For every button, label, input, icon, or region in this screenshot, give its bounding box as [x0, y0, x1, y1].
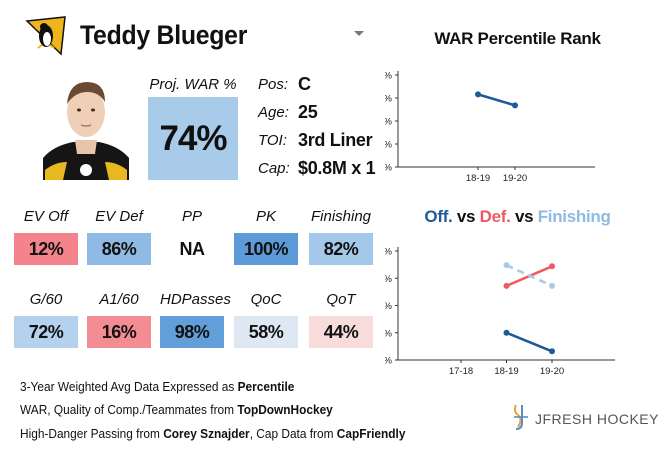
pos-value: C	[298, 74, 311, 94]
cap-label: Cap:	[258, 160, 290, 177]
chart-title-war: WAR Percentile Rank	[434, 29, 601, 48]
jfresh-logo-icon	[513, 404, 528, 430]
stat-label-ev-off: EV Off	[23, 208, 69, 225]
y-tick-label: 25%	[385, 328, 393, 339]
stat-label-pk: PK	[255, 208, 276, 225]
y-tick-label: 50%	[385, 117, 393, 128]
stat-value-pp: NA	[160, 233, 224, 265]
age-label: Age:	[258, 104, 289, 121]
off-def-fin-chart: 0% 25% 50% 75% 100% 17-18 18-19 19-20	[385, 247, 615, 377]
y-tick-label: 0%	[385, 163, 393, 174]
player-photo	[43, 70, 129, 180]
proj-war-label: Proj. WAR %	[149, 76, 237, 93]
stat-label-ev-def: EV Def	[95, 208, 143, 225]
war-percentile-chart: 0% 25% 50% 75% 100% 18-19 19-20	[385, 71, 595, 184]
age-value: 25	[298, 102, 318, 122]
data-point	[503, 282, 510, 289]
stat-value-qot: 44%	[309, 316, 373, 348]
footer-bold: Percentile	[237, 380, 295, 394]
footer-line-1: 3-Year Weighted Avg Data Expressed as Pe…	[20, 380, 294, 394]
y-tick-label: 50%	[385, 301, 393, 312]
x-tick-label: 19-20	[503, 173, 527, 184]
y-tick-label: 25%	[385, 140, 393, 151]
stat-label-a160: A1/60	[99, 291, 139, 308]
series-line	[477, 93, 516, 107]
pos-label: Pos:	[258, 76, 289, 93]
data-point	[503, 262, 510, 269]
footer-line-3: High-Danger Passing from Corey Sznajder,…	[20, 427, 405, 441]
stat-value-hdpasses: 98%	[160, 316, 224, 348]
footer-text: 3-Year Weighted Avg Data Expressed as	[20, 380, 238, 394]
title-part-def: Def.	[479, 207, 511, 226]
title-part-off: Off.	[424, 207, 453, 226]
toi-label: TOI:	[258, 132, 287, 149]
chart-title-off-def-fin: Off. vs Def. vs Finishing	[395, 207, 640, 227]
stat-label-qot: QoT	[326, 291, 356, 308]
x-tick-label: 18-19	[466, 173, 490, 184]
proj-war-value: 74%	[148, 97, 238, 180]
stat-label-pp: PP	[181, 208, 202, 225]
data-point	[512, 102, 518, 109]
cap-value: $0.8M x 1	[298, 158, 376, 178]
footer-bold: Corey Sznajder	[163, 427, 250, 441]
x-tick-label: 18-19	[494, 366, 518, 377]
series-line	[505, 263, 553, 288]
x-tick-label: 17-18	[449, 366, 473, 377]
x-tick-label: 19-20	[540, 366, 564, 377]
data-point	[475, 91, 481, 98]
penguin-logo-icon	[25, 16, 66, 56]
stat-label-hdpasses: HDPasses	[160, 291, 231, 308]
stat-value-ev-off: 12%	[14, 233, 78, 265]
toi-value: 3rd Liner	[298, 130, 373, 150]
y-tick-label: 75%	[385, 274, 393, 285]
chevron-down-icon[interactable]	[354, 31, 364, 36]
stat-value-pk: 100%	[234, 233, 298, 265]
data-point	[549, 282, 555, 289]
player-name: Teddy Blueger	[80, 20, 248, 50]
footer-text: High-Danger Passing from	[20, 427, 164, 441]
brand-name: JFRESH HOCKEY	[535, 411, 659, 427]
data-point	[549, 348, 555, 355]
footer-bold: CapFriendly	[336, 427, 406, 441]
stat-label-qoc: QoC	[250, 291, 282, 308]
footer-text: , Cap Data from	[249, 427, 337, 441]
series-line	[506, 331, 553, 353]
stat-value-qoc: 58%	[234, 316, 298, 348]
y-tick-label: 75%	[385, 94, 393, 105]
stat-value-ev-def: 86%	[87, 233, 151, 265]
title-part-vs: vs	[452, 207, 480, 226]
stat-value-a160: 16%	[87, 316, 151, 348]
stat-label-g60: G/60	[29, 291, 63, 308]
y-tick-label: 100%	[385, 71, 393, 82]
title-part-vs: vs	[510, 207, 538, 226]
y-tick-label: 0%	[385, 356, 393, 367]
footer-bold: TopDownHockey	[237, 403, 333, 417]
stat-value-finishing: 82%	[309, 233, 373, 265]
title-part-fin: Finishing	[537, 207, 611, 226]
footer-text: WAR, Quality of Comp./Teammates from	[20, 403, 238, 417]
data-point	[503, 329, 510, 336]
footer-line-2: WAR, Quality of Comp./Teammates from Top…	[20, 403, 333, 417]
data-point	[549, 263, 555, 270]
y-tick-label: 100%	[385, 247, 393, 258]
stat-value-g60: 72%	[14, 316, 78, 348]
stat-label-finishing: Finishing	[310, 208, 372, 225]
